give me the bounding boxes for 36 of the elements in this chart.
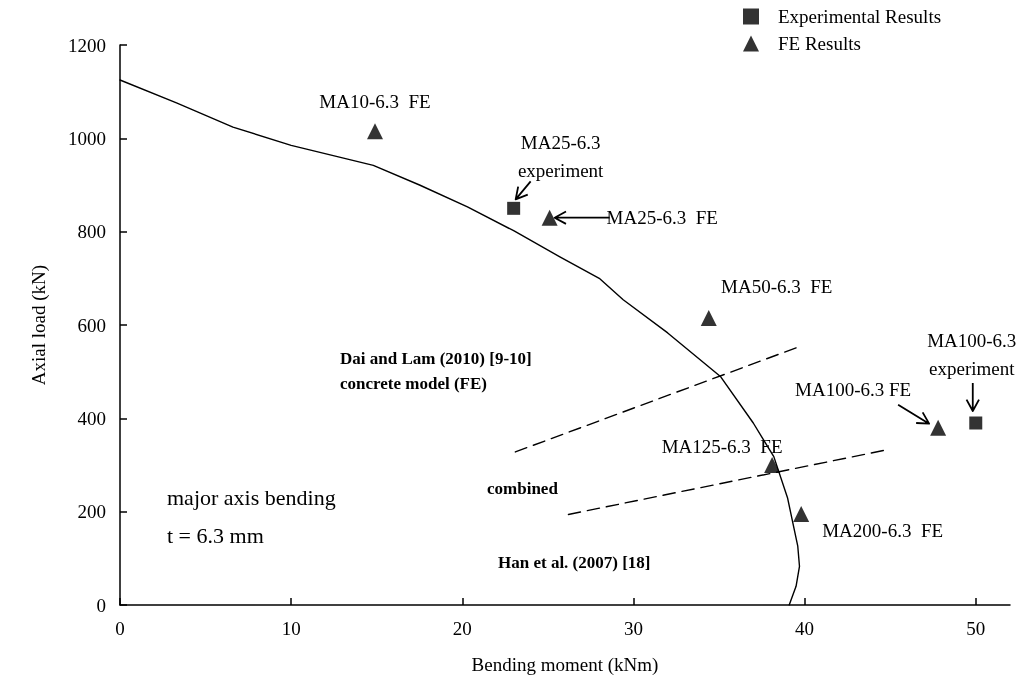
y-tick-label: 400	[77, 407, 106, 429]
annotation: MA25-6.3 experiment	[517, 131, 605, 181]
annotation: MA100-6.3 FE	[795, 379, 912, 401]
point	[541, 209, 558, 226]
point	[930, 419, 947, 436]
point	[367, 123, 384, 140]
x-tick-label: 30	[623, 618, 643, 639]
annotation: combined	[487, 478, 559, 498]
y-tick-label: 600	[77, 314, 106, 336]
annotation: MA100-6.3 experiment	[927, 329, 1017, 379]
legend-label: Experimental Results	[778, 6, 942, 27]
point	[793, 506, 810, 522]
x-tick-label: 10	[281, 618, 301, 639]
annotation: Han et al. (2007) [18]	[498, 552, 651, 572]
point	[507, 201, 521, 215]
point	[764, 457, 781, 473]
point	[700, 310, 717, 326]
annotation: MA25-6.3 FE	[606, 207, 718, 229]
y-tick-label: 1000	[68, 127, 106, 149]
x-tick-label: 0	[115, 618, 125, 639]
annotation: MA10-6.3 FE	[319, 90, 431, 112]
x-axis-title: Bending moment (kNm)	[471, 654, 659, 676]
y-tick-label: 200	[77, 501, 106, 523]
y-tick-label: 800	[77, 221, 106, 243]
annotation: MA200-6.3 FE	[822, 519, 944, 541]
y-axis-title: Axial load (kN)	[28, 264, 50, 386]
annotation: Dai and Lam (2010) [9-10] concrete model (FE)	[340, 349, 532, 393]
annotation: major axis bending t = 6.3 mm	[167, 484, 336, 548]
y-tick-label: 0	[96, 594, 106, 616]
x-tick-label: 20	[452, 618, 472, 639]
point	[969, 416, 983, 430]
annotation: MA50-6.3 FE	[721, 275, 833, 297]
legend-label: FE Results	[778, 33, 861, 54]
x-tick-label: 50	[966, 618, 986, 639]
y-tick-label: 1200	[68, 34, 106, 56]
x-tick-label: 40	[795, 618, 815, 639]
